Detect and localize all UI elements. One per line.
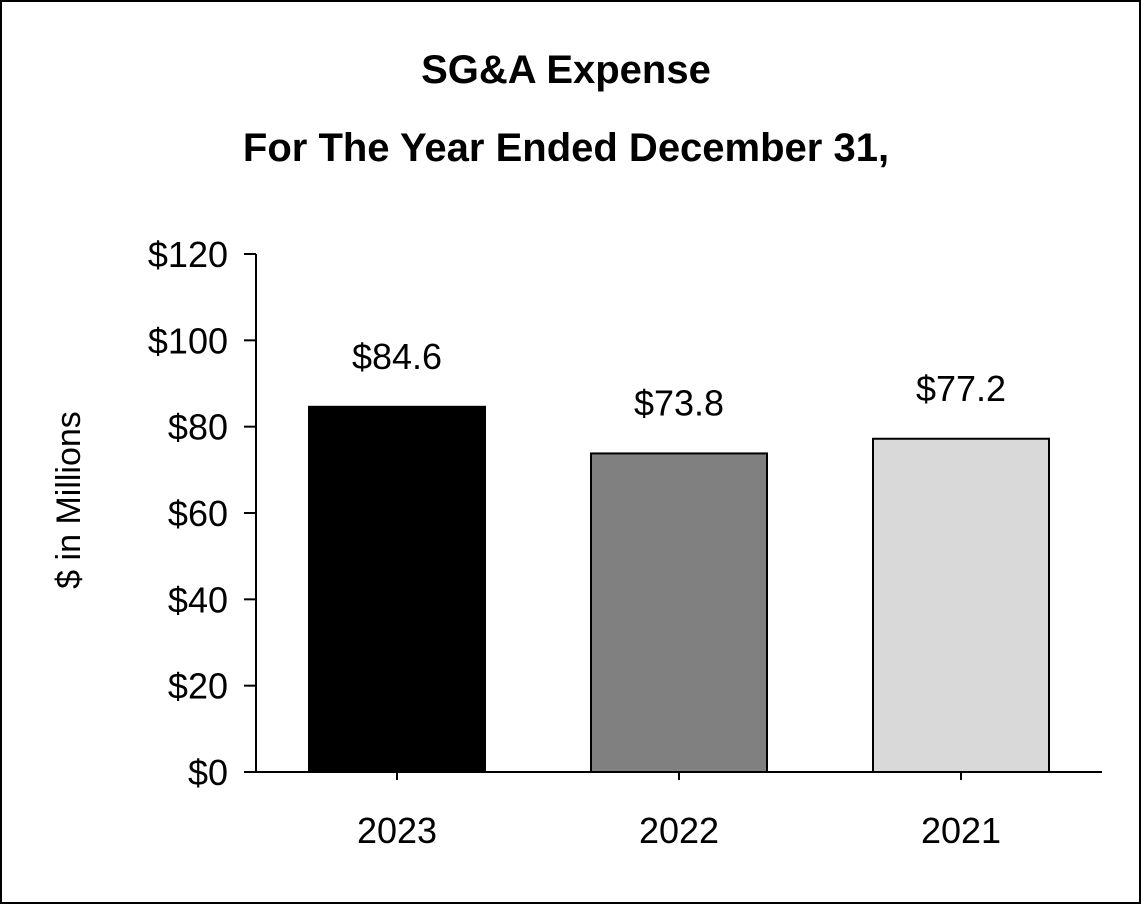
data-label-2021: $77.2 xyxy=(916,368,1006,409)
y-tick-label: $0 xyxy=(188,752,228,793)
chart-title: SG&A Expense xyxy=(421,48,711,92)
x-axis: 2023 2022 2021 xyxy=(256,771,1102,851)
data-label-2023: $84.6 xyxy=(352,336,442,377)
y-axis-title: $ in Millions xyxy=(50,411,88,589)
y-tick-label: $60 xyxy=(168,493,228,534)
bar-2023 xyxy=(308,405,486,773)
x-tick-label: 2021 xyxy=(921,810,1001,851)
data-labels: $84.6 $73.8 $77.2 xyxy=(352,336,1006,424)
y-tick-label: $40 xyxy=(168,579,228,620)
x-tick-label: 2023 xyxy=(357,810,437,851)
y-tick-label: $80 xyxy=(168,407,228,448)
y-axis: $0 $20 $40 $60 $80 $100 $120 xyxy=(148,234,257,793)
bars xyxy=(308,405,1050,773)
bar-2021 xyxy=(872,437,1050,773)
y-tick-label: $120 xyxy=(148,234,228,275)
chart-subtitle: For The Year Ended December 31, xyxy=(242,126,890,170)
y-tick-label: $20 xyxy=(168,666,228,707)
data-label-2022: $73.8 xyxy=(634,382,724,423)
y-tick-label: $100 xyxy=(148,320,228,361)
x-tick-label: 2022 xyxy=(639,810,719,851)
bar-2022 xyxy=(590,452,768,773)
